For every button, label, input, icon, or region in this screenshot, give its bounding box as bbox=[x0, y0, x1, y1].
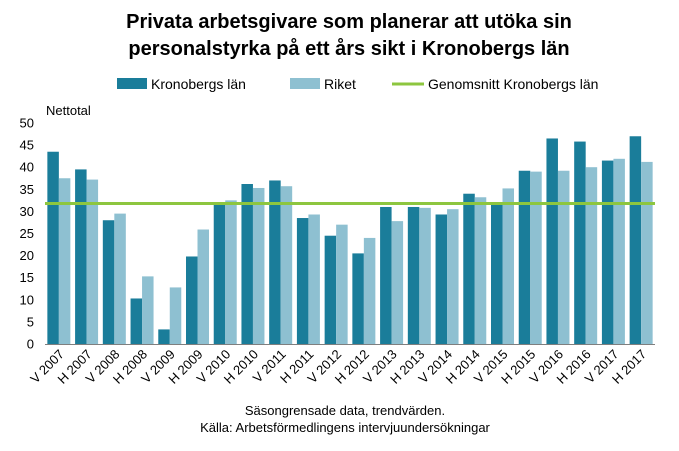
bar-riket bbox=[419, 207, 431, 344]
y-tick-label: 50 bbox=[20, 116, 34, 131]
bar-riket bbox=[474, 197, 487, 344]
bar-riket bbox=[308, 214, 320, 344]
bar-kronobergs-lan bbox=[158, 329, 170, 344]
bar-riket bbox=[641, 161, 653, 344]
y-tick-label: 0 bbox=[27, 337, 34, 352]
y-tick-label: 45 bbox=[20, 138, 34, 153]
bar-kronobergs-lan bbox=[546, 138, 558, 344]
legend-label-riket: Riket bbox=[324, 76, 356, 92]
y-tick-label: 35 bbox=[20, 182, 34, 197]
bar-kronobergs-lan bbox=[407, 206, 420, 344]
bar-riket bbox=[86, 179, 99, 344]
y-tick-label: 25 bbox=[20, 226, 34, 241]
y-tick-label: 5 bbox=[27, 314, 34, 329]
bar-kronobergs-lan bbox=[269, 180, 281, 344]
bar-riket bbox=[447, 209, 459, 344]
bar-kronobergs-lan bbox=[296, 218, 309, 344]
bar-riket bbox=[391, 221, 404, 344]
y-tick-label: 40 bbox=[20, 160, 34, 175]
y-tick-label: 15 bbox=[20, 270, 34, 285]
bar-kronobergs-lan bbox=[380, 206, 392, 344]
bar-kronobergs-lan bbox=[324, 235, 337, 344]
bar-kronobergs-lan bbox=[102, 220, 115, 344]
bar-kronobergs-lan bbox=[213, 203, 226, 344]
bar-riket bbox=[142, 276, 154, 344]
y-tick-label: 30 bbox=[20, 204, 34, 219]
bar-riket bbox=[530, 171, 542, 344]
bar-kronobergs-lan bbox=[75, 169, 87, 344]
bar-kronobergs-lan bbox=[463, 193, 475, 344]
y-axis-ticks: 0 5 10 15 20 25 30 35 40 45 50 bbox=[20, 116, 34, 352]
legend: Kronobergs län Riket Genomsnitt Kronober… bbox=[117, 76, 598, 92]
bar-riket bbox=[280, 186, 293, 344]
legend-swatch-kronobergs-lan bbox=[117, 78, 147, 89]
bar-riket bbox=[363, 237, 376, 344]
footer-line-1: Säsongrensade data, trendvärden. bbox=[245, 403, 445, 418]
bar-kronobergs-lan bbox=[601, 160, 614, 344]
bar-riket bbox=[252, 187, 265, 344]
bar-kronobergs-lan bbox=[352, 253, 364, 344]
y-tick-label: 10 bbox=[20, 292, 34, 307]
legend-swatch-riket bbox=[290, 78, 320, 89]
bar-riket bbox=[225, 200, 237, 344]
legend-label-genomsnitt: Genomsnitt Kronobergs län bbox=[428, 76, 598, 92]
bar-kronobergs-lan bbox=[629, 136, 642, 344]
bar-kronobergs-lan bbox=[574, 141, 586, 344]
bar-riket bbox=[502, 188, 514, 344]
bar-riket bbox=[557, 170, 570, 344]
bar-riket bbox=[58, 178, 71, 344]
chart-title-line-1: Privata arbetsgivare som planerar att ut… bbox=[126, 11, 572, 33]
bar-riket bbox=[336, 224, 348, 344]
bar-kronobergs-lan bbox=[491, 202, 503, 344]
bar-kronobergs-lan bbox=[186, 256, 198, 344]
y-tick-label: 20 bbox=[20, 248, 34, 263]
legend-label-kronobergs-lan: Kronobergs län bbox=[151, 76, 246, 92]
y-axis-label: Nettotal bbox=[46, 103, 91, 118]
bar-riket bbox=[114, 213, 126, 344]
bar-riket bbox=[197, 229, 209, 344]
bar-kronobergs-lan bbox=[241, 184, 253, 344]
bar-riket bbox=[613, 158, 625, 344]
footer-line-2: Källa: Arbetsförmedlingens intervjuunder… bbox=[200, 420, 490, 435]
bar-kronobergs-lan bbox=[130, 298, 143, 344]
chart-title-line-2: personalstyrka på ett års sikt i Kronobe… bbox=[128, 37, 569, 60]
bar-riket bbox=[585, 167, 598, 344]
bar-riket bbox=[169, 287, 182, 344]
bar-kronobergs-lan bbox=[518, 170, 531, 344]
bar-kronobergs-lan bbox=[47, 151, 59, 344]
bar-kronobergs-lan bbox=[435, 214, 448, 344]
bars bbox=[47, 136, 653, 344]
